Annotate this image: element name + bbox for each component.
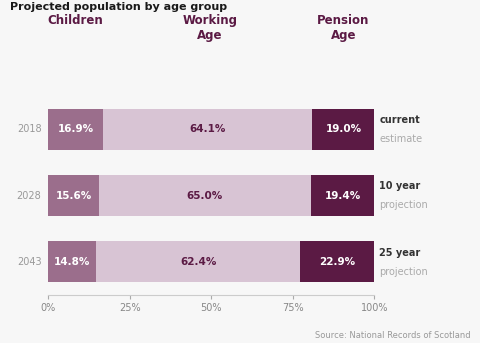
Text: 22.9%: 22.9%: [319, 257, 355, 267]
Text: Children: Children: [48, 14, 104, 27]
Text: 16.9%: 16.9%: [58, 124, 94, 134]
Bar: [96, 241, 300, 282]
Text: 2028: 2028: [17, 190, 41, 201]
Text: 19.0%: 19.0%: [325, 124, 361, 134]
Text: 14.8%: 14.8%: [54, 257, 90, 267]
Text: Working
Age: Working Age: [182, 14, 238, 42]
Text: 19.4%: 19.4%: [324, 190, 361, 201]
Text: current: current: [379, 115, 420, 125]
Text: 65.0%: 65.0%: [187, 190, 223, 201]
Text: Source: National Records of Scotland: Source: National Records of Scotland: [315, 331, 470, 340]
Bar: [48, 109, 103, 150]
Text: 15.6%: 15.6%: [55, 190, 92, 201]
Text: 25 year: 25 year: [379, 248, 420, 258]
Bar: [300, 241, 375, 282]
Bar: [311, 175, 374, 216]
Text: 62.4%: 62.4%: [180, 257, 216, 267]
Text: 2018: 2018: [17, 124, 41, 134]
Text: 10 year: 10 year: [379, 181, 420, 191]
Text: projection: projection: [379, 200, 428, 211]
Text: 64.1%: 64.1%: [190, 124, 226, 134]
Text: Pension
Age: Pension Age: [317, 14, 370, 42]
Text: Projected population by age group: Projected population by age group: [10, 2, 227, 12]
Bar: [99, 175, 311, 216]
Text: projection: projection: [379, 267, 428, 277]
Bar: [103, 109, 312, 150]
Text: 2043: 2043: [17, 257, 41, 267]
Bar: [312, 109, 374, 150]
Text: estimate: estimate: [379, 134, 422, 144]
Bar: [48, 241, 96, 282]
Bar: [48, 175, 99, 216]
